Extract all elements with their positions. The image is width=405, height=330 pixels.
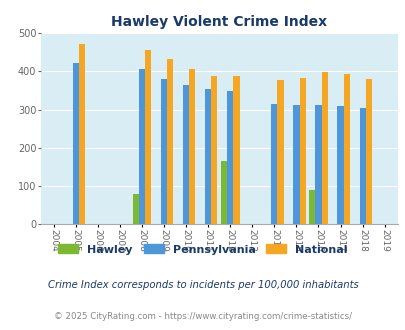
- Legend: Hawley, Pennsylvania, National: Hawley, Pennsylvania, National: [53, 240, 352, 259]
- Bar: [211, 76, 217, 224]
- Bar: [343, 74, 349, 224]
- Bar: [72, 63, 79, 224]
- Bar: [139, 69, 145, 224]
- Text: Crime Index corresponds to incidents per 100,000 inhabitants: Crime Index corresponds to incidents per…: [47, 280, 358, 290]
- Bar: [358, 108, 365, 224]
- Bar: [227, 91, 233, 224]
- Text: © 2025 CityRating.com - https://www.cityrating.com/crime-statistics/: © 2025 CityRating.com - https://www.city…: [54, 312, 351, 321]
- Bar: [220, 161, 227, 224]
- Bar: [132, 194, 139, 224]
- Bar: [277, 80, 283, 224]
- Bar: [337, 106, 343, 224]
- Bar: [161, 79, 167, 224]
- Bar: [79, 45, 85, 224]
- Title: Hawley Violent Crime Index: Hawley Violent Crime Index: [111, 15, 326, 29]
- Bar: [167, 59, 173, 224]
- Bar: [365, 79, 371, 224]
- Bar: [183, 85, 189, 224]
- Bar: [271, 104, 277, 224]
- Bar: [293, 105, 299, 224]
- Bar: [145, 50, 151, 224]
- Bar: [309, 190, 315, 224]
- Bar: [299, 78, 305, 224]
- Bar: [205, 89, 211, 224]
- Bar: [315, 105, 321, 224]
- Bar: [233, 76, 239, 224]
- Bar: [321, 72, 327, 224]
- Bar: [189, 69, 195, 224]
